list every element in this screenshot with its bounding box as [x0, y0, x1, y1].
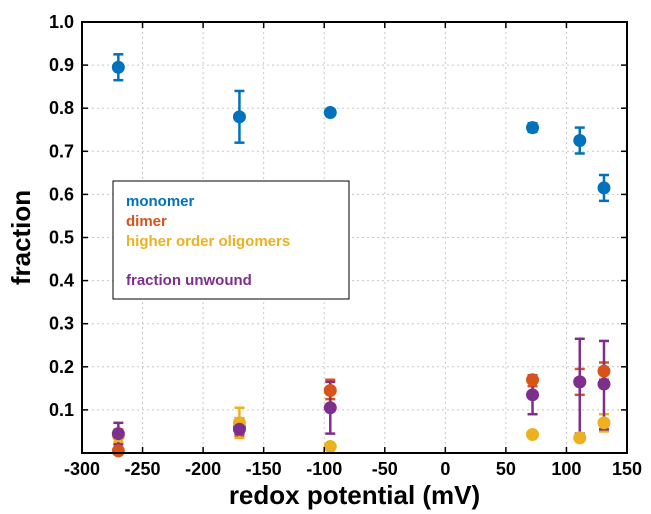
legend-entry-monomer: monomer: [126, 193, 195, 210]
y-axis-title: fraction: [6, 190, 36, 285]
higher-order-oligomers-point: [323, 440, 337, 454]
y-tick-label: 0.3: [49, 314, 74, 334]
dimer-point: [111, 444, 125, 458]
monomer-point: [111, 60, 125, 74]
x-tick-label: -300: [64, 459, 100, 479]
monomer-point: [323, 106, 337, 120]
monomer-point: [526, 121, 540, 135]
y-tick-label: 0.2: [49, 357, 74, 377]
legend: monomer dimer higher order oligomers fracti…: [112, 180, 350, 300]
dimer-point: [597, 364, 611, 378]
fraction-unwound-point: [526, 388, 540, 402]
higher-order-oligomers-point: [597, 416, 611, 430]
y-tick-label: 0.6: [49, 184, 74, 204]
fraction-unwound-point: [323, 401, 337, 415]
fraction-unwound-point: [597, 377, 611, 391]
x-tick-label: 50: [496, 459, 516, 479]
x-tick-label: 100: [551, 459, 581, 479]
dimer-point: [526, 373, 540, 387]
dimer-point: [323, 384, 337, 398]
x-tick-label: 0: [440, 459, 450, 479]
fraction-unwound-point: [573, 375, 587, 389]
fraction-unwound-point: [111, 427, 125, 441]
y-tick-label: 0.5: [49, 228, 74, 248]
y-tick-label: 0.1: [49, 400, 74, 420]
monomer-point: [573, 134, 587, 148]
axes: -300 -250 -200 -150 -100 -50 0 50 100 150 0.1 0.2 0.…: [49, 12, 642, 479]
x-tick-label: -200: [185, 459, 221, 479]
legend-entry-higher-order-oligomers: higher order oligomers: [126, 233, 290, 250]
y-tick-label: 0.4: [49, 271, 74, 291]
monomer-point: [597, 181, 611, 195]
x-tick-label: -100: [306, 459, 342, 479]
x-axis-title: redox potential (mV): [229, 480, 480, 510]
y-tick-label: 0.7: [49, 141, 74, 161]
higher-order-oligomers-point: [526, 427, 540, 441]
data-points: [111, 60, 611, 458]
y-tick-label: 0.9: [49, 55, 74, 75]
x-tick-label: -50: [372, 459, 398, 479]
y-tick-label: 0.8: [49, 98, 74, 118]
higher-order-oligomers-point: [573, 431, 587, 445]
monomer-point: [232, 110, 246, 124]
x-tick-label: 150: [612, 459, 642, 479]
x-tick-label: -150: [246, 459, 282, 479]
legend-entry-fraction-unwound: fraction unwound: [126, 272, 252, 289]
y-tick-label: 1.0: [49, 12, 74, 32]
legend-entry-dimer: dimer: [126, 213, 167, 230]
fraction-unwound-point: [232, 422, 246, 436]
legend-box: [112, 180, 350, 300]
x-tick-label: -250: [125, 459, 161, 479]
